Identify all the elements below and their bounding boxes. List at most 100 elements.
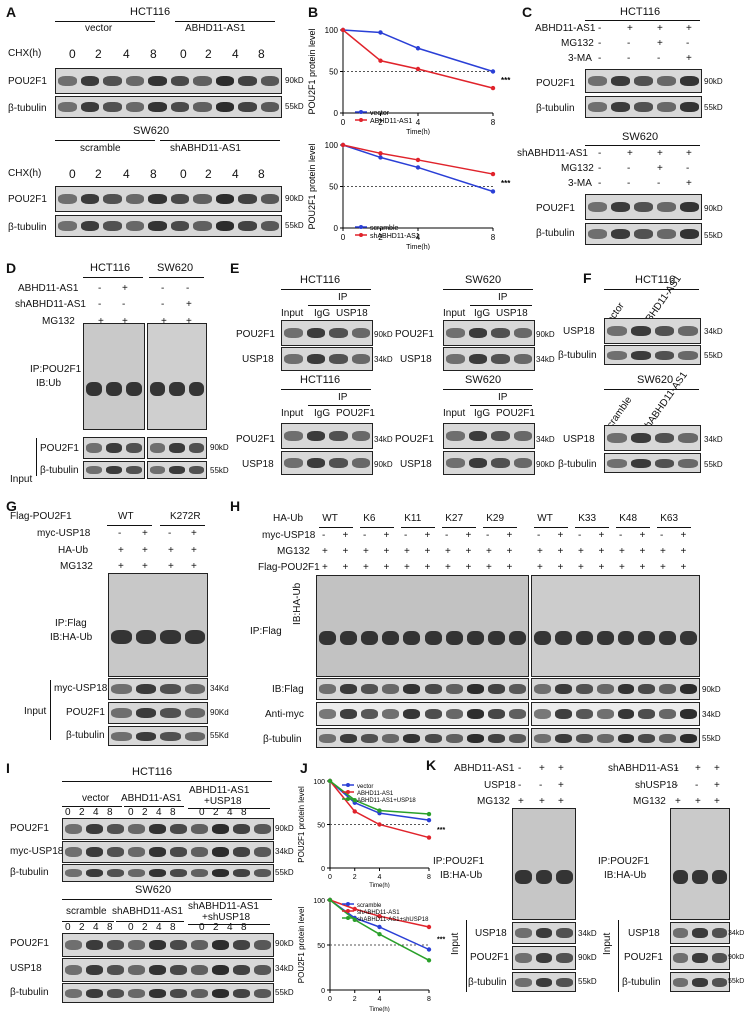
band bbox=[238, 76, 257, 86]
cell-label: HCT116 bbox=[635, 274, 676, 286]
row-label: POU2F1 bbox=[536, 78, 575, 89]
band bbox=[233, 869, 250, 877]
band bbox=[554, 709, 572, 719]
western-blot bbox=[316, 678, 529, 700]
sign-label: + bbox=[619, 562, 625, 573]
band bbox=[86, 965, 103, 975]
band bbox=[170, 847, 187, 857]
band bbox=[554, 684, 572, 694]
time-label: 4 bbox=[156, 807, 162, 818]
band bbox=[535, 869, 553, 884]
mw-label: 90kD bbox=[275, 824, 294, 833]
x-tick-label: 4 bbox=[378, 996, 382, 1003]
band bbox=[160, 731, 181, 741]
row-label: MG132 bbox=[561, 163, 594, 174]
band bbox=[657, 202, 676, 212]
sign-label: + bbox=[118, 545, 124, 556]
band bbox=[446, 328, 465, 338]
band bbox=[575, 733, 593, 743]
group-label: K63 bbox=[660, 513, 679, 524]
band bbox=[611, 102, 630, 112]
row-label: β-tubulin bbox=[468, 977, 507, 988]
data-point bbox=[377, 822, 382, 827]
sign-label: + bbox=[639, 562, 646, 573]
western-blot bbox=[316, 728, 529, 748]
band bbox=[106, 443, 122, 453]
western-blot bbox=[108, 726, 208, 746]
band bbox=[680, 684, 697, 694]
legend-marker bbox=[346, 902, 350, 906]
western-blot bbox=[585, 223, 702, 245]
band bbox=[634, 102, 653, 112]
group-label: K11 bbox=[404, 513, 422, 524]
condition-label: ABHD11-AS1 bbox=[121, 793, 182, 804]
ip-label: IP bbox=[498, 392, 508, 403]
cell-label: HCT116 bbox=[130, 6, 171, 18]
band bbox=[215, 102, 234, 112]
divider-line bbox=[483, 527, 517, 528]
sign-label: + bbox=[465, 546, 472, 557]
y-tick-label: 0 bbox=[334, 109, 339, 118]
time-label: 2 bbox=[95, 167, 102, 181]
cell-label: SW620 bbox=[622, 131, 659, 143]
data-point bbox=[352, 906, 357, 912]
band bbox=[306, 458, 325, 468]
y-axis-label: POU2F1 protein level bbox=[297, 907, 306, 984]
band bbox=[80, 221, 99, 231]
band bbox=[466, 684, 484, 694]
band bbox=[680, 76, 699, 86]
x-tick-label: 2 bbox=[378, 118, 383, 127]
panel-letter-b: B bbox=[308, 4, 319, 20]
band bbox=[468, 431, 487, 441]
time-label: 4 bbox=[227, 807, 233, 818]
data-point bbox=[415, 165, 421, 170]
sign-label: + bbox=[627, 23, 633, 34]
x-tick-label: 4 bbox=[416, 233, 421, 242]
band bbox=[611, 202, 630, 212]
sign-label: + bbox=[675, 796, 681, 807]
ip-label: IP:POU2F1 bbox=[433, 856, 485, 867]
group-label: K272R bbox=[170, 511, 201, 522]
band bbox=[445, 709, 463, 719]
row-label: β-tubulin bbox=[8, 103, 47, 114]
mw-label: 55kD bbox=[702, 734, 721, 743]
sign-label: - bbox=[161, 299, 165, 310]
y-tick-label: 0 bbox=[334, 224, 339, 233]
band bbox=[424, 684, 442, 694]
sign-label: - bbox=[98, 299, 102, 310]
western-blot bbox=[62, 864, 274, 882]
band bbox=[80, 194, 99, 204]
column-label: USP18 bbox=[336, 308, 368, 319]
mw-label: 55kD bbox=[704, 231, 723, 240]
ip-label: IP bbox=[338, 392, 348, 403]
band bbox=[466, 733, 484, 743]
band bbox=[86, 466, 102, 474]
line-chart: 0 50 100 0 2 4 8 Time(h) POU2F1 protein level ***… bbox=[307, 141, 511, 250]
data-point bbox=[415, 157, 421, 163]
row-label: β-tubulin bbox=[536, 228, 575, 239]
western-blot bbox=[281, 320, 373, 346]
sign-label: + bbox=[686, 178, 692, 189]
y-tick-label: 0 bbox=[321, 866, 325, 873]
band bbox=[607, 433, 627, 443]
band bbox=[233, 988, 250, 998]
band bbox=[128, 940, 145, 950]
panel-letter-c: C bbox=[522, 4, 533, 20]
sign-label: + bbox=[619, 546, 625, 557]
band bbox=[149, 847, 166, 857]
mw-label: 34kD bbox=[536, 435, 555, 444]
row-label: shABHD11-AS1 bbox=[15, 299, 86, 310]
input-label: Input bbox=[450, 932, 461, 955]
band bbox=[184, 731, 205, 741]
panel-letter-i: I bbox=[6, 760, 10, 776]
sign-label: + bbox=[191, 561, 197, 572]
legend-label: ABHD11-AS1 bbox=[357, 791, 394, 797]
band bbox=[160, 708, 181, 718]
sign-label: - bbox=[675, 780, 679, 791]
western-blot bbox=[108, 702, 208, 724]
band bbox=[611, 76, 630, 86]
data-point bbox=[378, 30, 383, 35]
sign-label: + bbox=[714, 796, 720, 807]
y-tick-label: 50 bbox=[317, 823, 325, 830]
row-label: HA-Ub bbox=[58, 545, 89, 556]
